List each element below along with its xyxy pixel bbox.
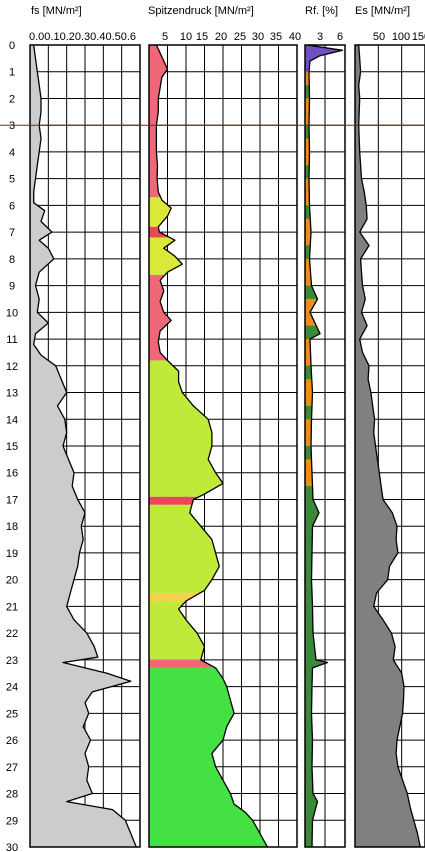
depth-tick-label: 1 [9,67,15,79]
depth-axis: 0123456789101112131415161718192021222324… [6,40,18,852]
depth-tick-label: 15 [6,441,18,453]
depth-tick-label: 30 [6,842,18,852]
x-tick-label: 10 [180,31,192,43]
panel-frame [304,44,346,848]
depth-tick-label: 28 [6,789,18,801]
depth-tick-label: 20 [6,575,18,587]
panel-frame [354,44,425,848]
frame-layer [29,44,425,848]
panel-area-fill [30,45,137,847]
panel-frame [148,44,298,848]
depth-tick-label: 9 [9,281,15,293]
x-tick-label: 30 [252,31,264,43]
depth-tick-label: 21 [6,601,18,613]
depth-tick-label: 29 [6,815,18,827]
depth-tick-label: 8 [9,254,15,266]
fs-panel-header: fs [MN/m²] [31,5,82,17]
depth-tick-label: 17 [6,494,18,506]
x-tick-label: 6 [337,31,343,43]
depth-tick-label: 14 [6,414,18,426]
curve-layer [33,44,421,848]
depth-tick-label: 2 [9,93,15,105]
depth-tick-label: 22 [6,628,18,640]
data-curve [307,44,344,848]
data-curve [358,44,421,848]
rf-panel-header: Rf. [%] [305,5,338,17]
depth-tick-label: 4 [9,147,15,159]
fs-tick-labels: 0.00.10.20.30.40.50.6 [29,31,136,43]
depth-tick-label: 27 [6,762,18,774]
depth-tick-label: 16 [6,468,18,480]
depth-tick-label: 3 [9,120,15,132]
depth-tick-label: 0 [9,40,15,52]
es-panel-header: Es [MN/m²] [355,5,410,17]
x-tick-label: 15 [196,31,208,43]
panel-area-fill [355,45,421,847]
depth-tick-label: 10 [6,307,18,319]
depth-tick-label: 23 [6,655,18,667]
depth-tick-label: 18 [6,521,18,533]
x-tick-label: 50 [373,31,385,43]
x-tick-label: 40 [289,31,301,43]
x-tick-label: 3 [317,31,323,43]
panel-frame [29,44,141,848]
depth-tick-label: 5 [9,174,15,186]
x-tick-label: 35 [270,31,282,43]
depth-tick-label: 7 [9,227,15,239]
x-tick-label: 150 [412,31,425,43]
depth-tick-label: 13 [6,388,18,400]
x-tick-label: 20 [215,31,227,43]
depth-tick-label: 12 [6,361,18,373]
x-tick-label: 100 [392,31,410,43]
depth-tick-label: 24 [6,682,18,694]
data-curve [33,44,137,848]
spitzendruck-panel-header: Spitzendruck [MN/m²] [148,5,254,17]
depth-tick-label: 25 [6,708,18,720]
depth-tick-label: 11 [6,334,17,346]
x-tick-label: 25 [234,31,246,43]
depth-tick-label: 6 [9,200,15,212]
depth-tick-label: 19 [6,548,18,560]
x-tick-label: 5 [162,31,168,43]
data-curve [155,44,268,848]
depth-tick-label: 26 [6,735,18,747]
